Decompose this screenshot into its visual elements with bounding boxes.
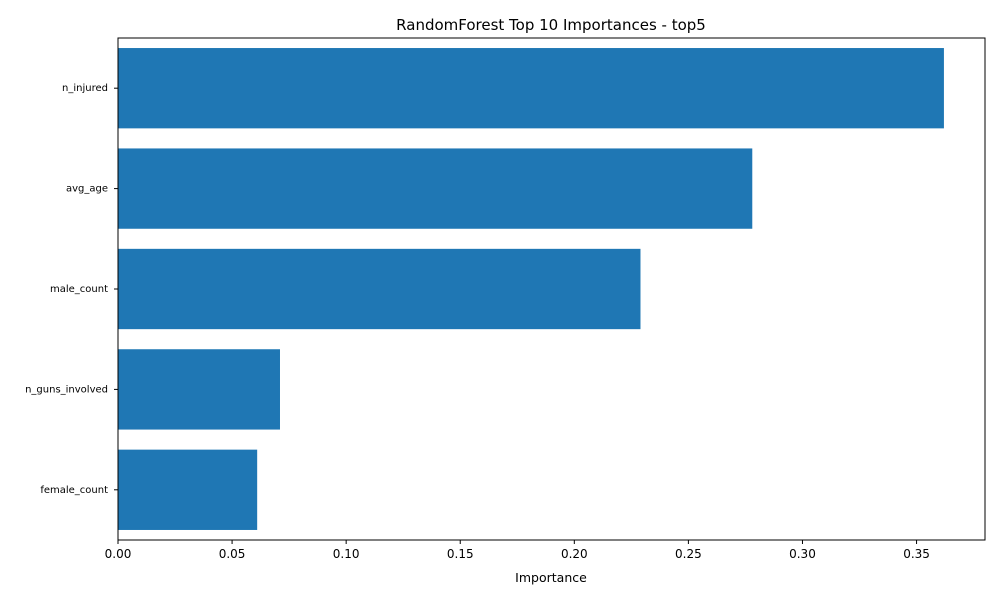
bar-n-injured bbox=[118, 48, 944, 129]
x-tick-label: 0.30 bbox=[789, 547, 816, 561]
x-tick-label: 0.25 bbox=[675, 547, 702, 561]
bars-layer bbox=[118, 48, 944, 530]
x-tick-label: 0.05 bbox=[219, 547, 246, 561]
x-tick-label: 0.00 bbox=[105, 547, 132, 561]
bar-n-guns-involved bbox=[118, 349, 280, 430]
x-tick-label: 0.15 bbox=[447, 547, 474, 561]
x-axis-label: Importance bbox=[515, 570, 587, 585]
bar-female-count bbox=[118, 449, 258, 530]
y-tick-label: female_count bbox=[40, 485, 108, 496]
bar-male-count bbox=[118, 248, 641, 330]
bar-avg-age bbox=[118, 148, 753, 229]
plot-frame bbox=[117, 37, 986, 541]
y-tick-label: n_guns_involved bbox=[25, 384, 108, 395]
y-axis-ticks: n_injured avg_age male_count n_guns_involve… bbox=[25, 83, 118, 496]
x-tick-label: 0.10 bbox=[333, 547, 360, 561]
x-axis-ticks: 0.00 0.05 0.10 0.15 0.20 0.25 0.30 0.35 bbox=[105, 540, 930, 561]
x-tick-label: 0.35 bbox=[903, 547, 930, 561]
x-tick-label: 0.20 bbox=[561, 547, 588, 561]
y-tick-label: avg_age bbox=[66, 184, 108, 195]
y-tick-label: male_count bbox=[50, 284, 108, 295]
chart-title: RandomForest Top 10 Importances - top5 bbox=[396, 16, 706, 34]
y-tick-label: n_injured bbox=[62, 83, 108, 94]
